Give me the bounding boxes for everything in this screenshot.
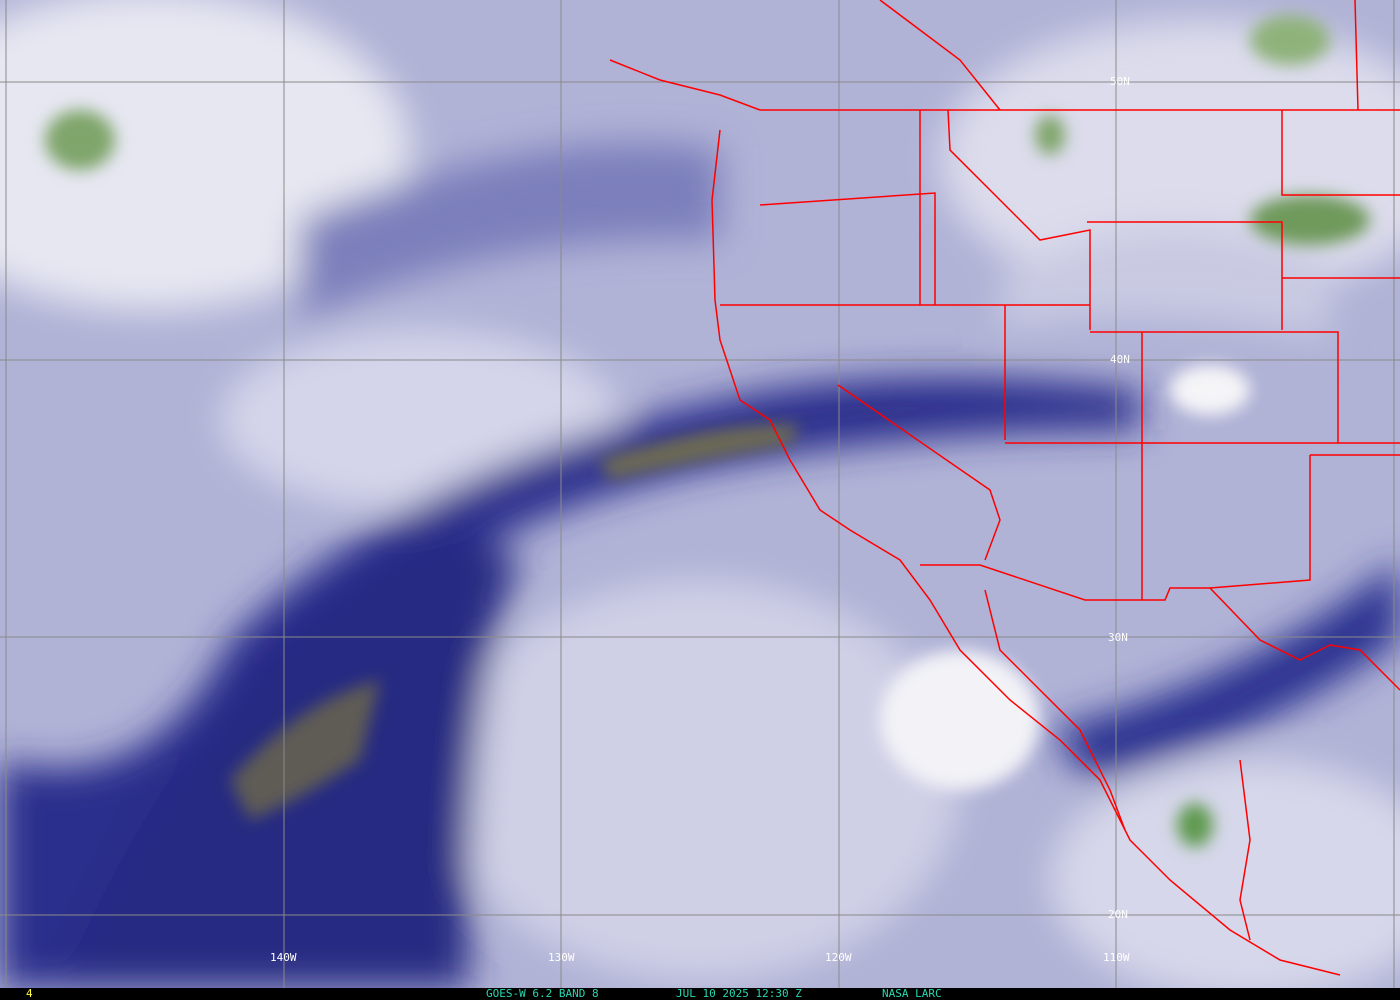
product-name: 6.2 BAND 8 (532, 987, 599, 1000)
lon-label-120w: 120W (825, 951, 852, 964)
lat-label-20n: 20N (1108, 908, 1128, 921)
lon-label-140w: 140W (270, 951, 297, 964)
satellite-name: GOES-W (486, 987, 526, 1000)
lat-label-50n: 50N (1110, 75, 1130, 88)
image-datetime: JUL 10 2025 12:30 Z (676, 987, 802, 1000)
political-borders (609, 0, 1400, 976)
lat-label-40n: 40N (1110, 353, 1130, 366)
lon-label-130w: 130W (548, 951, 575, 964)
satellite-band: GOES-W 6.2 BAND 8 (486, 988, 599, 1000)
frame-number: 4 (26, 987, 33, 1000)
credit: NASA LARC (882, 987, 942, 1000)
lon-label-110w: 110W (1103, 951, 1130, 964)
info-bar: 4 GOES-W 6.2 BAND 8 JUL 10 2025 12:30 Z … (0, 988, 1400, 1000)
lat-label-30n: 30N (1108, 631, 1128, 644)
